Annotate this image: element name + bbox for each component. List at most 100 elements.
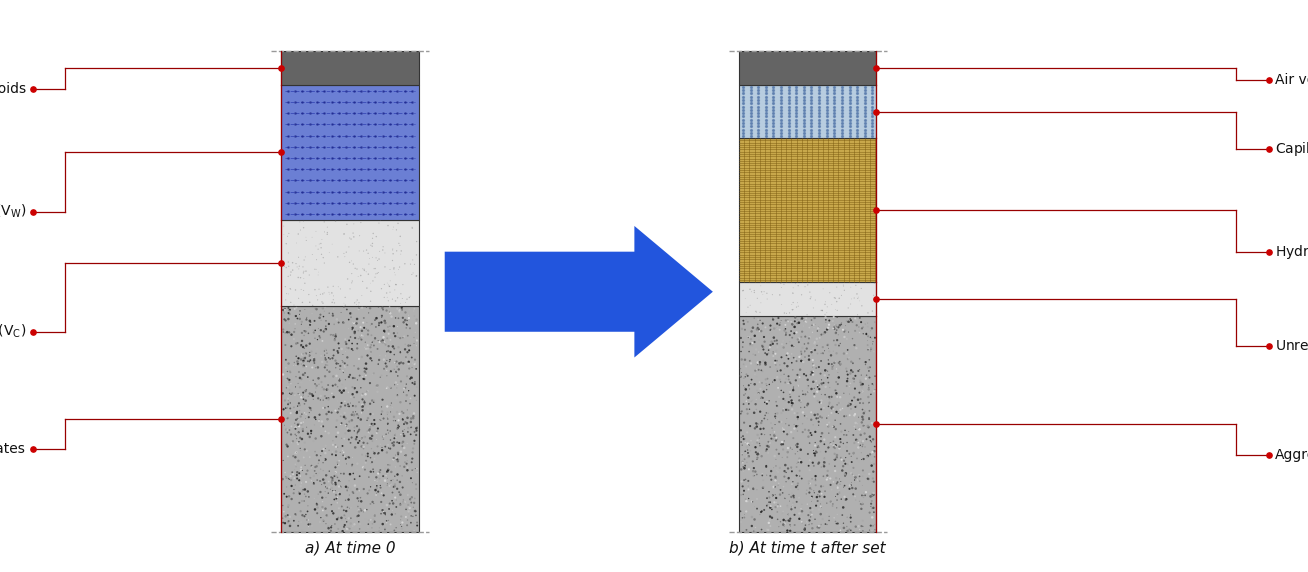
Point: [396, 439, 417, 448]
Point: [394, 425, 415, 434]
Point: [344, 374, 365, 383]
Point: [361, 337, 382, 347]
Point: [782, 434, 803, 443]
Point: [276, 492, 297, 501]
Point: [818, 466, 838, 475]
Point: [379, 309, 400, 318]
Point: [275, 328, 296, 337]
Point: [277, 272, 298, 281]
Point: [395, 352, 416, 362]
Point: [390, 462, 411, 471]
Point: [838, 400, 859, 410]
Point: [814, 379, 835, 388]
Point: [400, 511, 421, 521]
Point: [297, 501, 318, 510]
Point: [816, 302, 837, 311]
Point: [837, 438, 858, 447]
Point: [855, 358, 876, 367]
Point: [373, 519, 394, 529]
Point: [760, 498, 781, 507]
Point: [785, 376, 806, 385]
Point: [309, 380, 330, 389]
Point: [846, 454, 867, 463]
Point: [815, 315, 836, 324]
Point: [379, 499, 400, 508]
Point: [811, 306, 832, 315]
Point: [366, 427, 387, 436]
Point: [747, 438, 768, 447]
Point: [738, 381, 759, 390]
Point: [305, 363, 326, 372]
Point: [327, 493, 348, 502]
Point: [377, 516, 398, 525]
Point: [736, 458, 757, 467]
Point: [781, 488, 802, 498]
Point: [829, 487, 850, 496]
Point: [357, 416, 378, 425]
Point: [818, 355, 838, 364]
Point: [285, 372, 306, 381]
Point: [300, 389, 320, 398]
Point: [863, 380, 884, 390]
Point: [315, 353, 336, 363]
Point: [833, 503, 854, 512]
Point: [859, 501, 880, 510]
Point: [349, 507, 370, 516]
Point: [777, 447, 798, 456]
Point: [375, 471, 396, 480]
Point: [865, 520, 886, 529]
Point: [811, 432, 832, 442]
Point: [837, 446, 858, 455]
Point: [307, 374, 328, 383]
Point: [343, 345, 364, 355]
Point: [279, 398, 300, 407]
Point: [803, 320, 824, 329]
Point: [746, 422, 766, 431]
Point: [326, 478, 347, 487]
Point: [802, 510, 823, 519]
Point: [387, 421, 408, 430]
Point: [399, 324, 420, 333]
Point: [732, 381, 753, 390]
Point: [835, 286, 855, 295]
Point: [838, 327, 859, 336]
Point: [755, 323, 776, 332]
Point: [377, 347, 398, 356]
Point: [828, 373, 849, 382]
Point: [768, 522, 789, 531]
Point: [848, 522, 869, 531]
Point: [398, 359, 419, 368]
Point: [803, 420, 824, 430]
Point: [849, 388, 870, 398]
Point: [328, 374, 349, 383]
Point: [352, 264, 373, 273]
Point: [747, 294, 768, 303]
Point: [807, 381, 828, 390]
Point: [353, 507, 374, 517]
Point: [794, 352, 815, 362]
Point: [783, 408, 804, 418]
Point: [385, 462, 405, 471]
Point: [804, 389, 825, 398]
Point: [300, 376, 320, 385]
Point: [404, 378, 425, 387]
Point: [861, 343, 882, 352]
Point: [296, 348, 317, 358]
Point: [288, 354, 309, 363]
Point: [808, 324, 829, 333]
Point: [300, 339, 320, 348]
Point: [811, 472, 832, 482]
Point: [306, 227, 327, 236]
Point: [774, 494, 795, 503]
Point: [807, 341, 828, 350]
Point: [327, 458, 348, 467]
Point: [311, 336, 332, 345]
Point: [802, 385, 823, 394]
Point: [289, 406, 310, 415]
Point: [356, 364, 377, 374]
Point: [348, 300, 369, 309]
Point: [313, 304, 334, 313]
Point: [778, 387, 799, 396]
Point: [848, 436, 869, 446]
Point: [742, 522, 763, 531]
